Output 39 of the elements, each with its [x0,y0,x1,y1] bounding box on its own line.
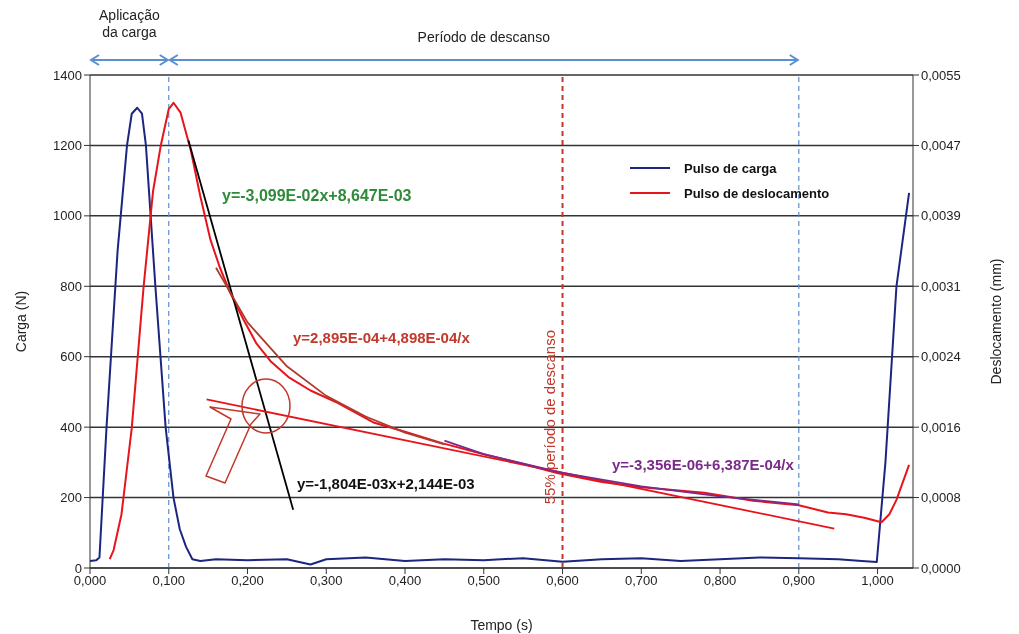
y2-tick-label: 0,0008 [921,490,961,506]
x-tick-label: 0,200 [231,573,264,589]
legend-label: Pulso de carga [684,161,778,176]
text: Período de descanso [417,29,551,45]
x-tick-label: 0,800 [703,573,737,589]
x-axis-title: Tempo (s) [470,617,533,633]
annotation: y=-1,804E-03x+2,144E-03 [297,475,475,492]
text: Aplicação da carga [99,7,160,40]
annotation: y=-3,099E-02x+8,647E-03 [222,187,412,204]
y-tick-label: 600 [60,349,82,365]
y2-tick-label: 0,0016 [921,419,961,435]
y-tick-label: 1000 [53,208,82,224]
y2-axis-title: Deslocamento (mm) [988,258,1004,385]
x-tick-label: 0,500 [467,573,501,589]
y-tick-label: 0 [74,560,82,576]
x-tick-label: 0,300 [309,573,343,589]
y-tick-label: 1400 [53,67,82,83]
annotation: y=-3,356E-06+6,387E-04/x [612,456,795,473]
y2-tick-label: 0,0031 [921,278,961,294]
y2-tick-label: 0,0039 [921,208,961,224]
x-tick-label: 0,400 [388,573,422,589]
y-tick-label: 200 [60,490,82,506]
y-tick-label: 800 [60,278,82,294]
y-tick-label: 400 [60,419,82,435]
x-tick-label: 0,600 [546,573,579,589]
x-tick-label: 0,100 [152,573,186,589]
y-axis-title: Carga (N) [13,290,29,353]
x-tick-label: 0,000 [73,573,107,589]
y2-tick-label: 0,0047 [921,138,961,154]
x-tick-label: 0,900 [782,573,816,589]
x-tick-label: 0,700 [625,573,658,589]
x-tick-label: 1,000 [861,573,894,589]
annotation: y=2,895E-04+4,898E-04/x [293,329,471,346]
y-tick-label: 1200 [53,138,82,154]
y2-tick-label: 0,0000 [921,560,961,576]
legend-label: Pulso de deslocamento [684,186,830,201]
y2-tick-label: 0,0055 [921,67,961,83]
y2-tick-label: 0,0024 [921,349,961,365]
ref-line-label: 55% período de descanso [540,329,558,505]
